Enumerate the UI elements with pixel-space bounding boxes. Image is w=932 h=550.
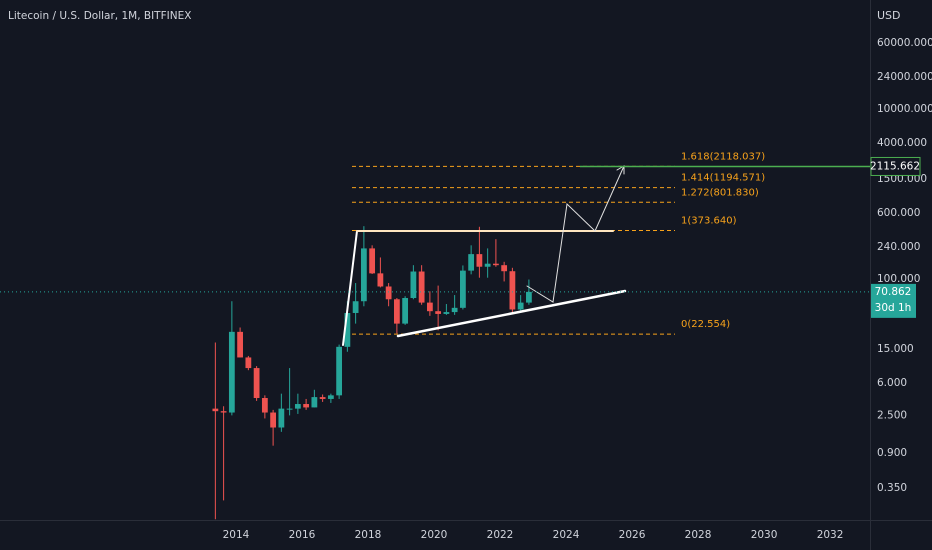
candle-body — [311, 397, 318, 408]
candle-body — [484, 263, 491, 267]
last-price-badge — [871, 283, 916, 318]
x-tick-label: 2026 — [619, 529, 646, 541]
y-tick-label: 1500.000 — [877, 173, 927, 185]
y-tick-label: 60000.000 — [877, 37, 932, 49]
price-axis — [870, 0, 932, 550]
y-tick-label: 10000.000 — [877, 103, 932, 115]
candle-body — [220, 411, 227, 413]
fib-label: 1(373.640) — [681, 215, 737, 226]
price-badges: 2115.662 70.862 30d 1h — [870, 156, 921, 318]
candle-body — [509, 271, 516, 310]
candle-body — [369, 248, 376, 274]
candle-body — [451, 307, 458, 313]
y-tick-label: 4000.000 — [877, 137, 927, 149]
candle-body — [360, 248, 367, 302]
candle-body — [385, 286, 392, 300]
x-tick-label: 2024 — [553, 529, 580, 541]
candle-body — [526, 291, 532, 303]
axis-labels: 60000.000 24000.000 10000.000 4000.000 1500.… — [223, 37, 932, 541]
candle-body — [352, 301, 359, 313]
candle-body — [517, 302, 524, 310]
x-tick-label: 2018 — [355, 529, 382, 541]
candle-body — [228, 331, 235, 413]
candle-body — [402, 298, 409, 324]
x-tick-label: 2032 — [817, 529, 844, 541]
last-price-label: 70.862 — [875, 286, 912, 298]
fib-levels: 1.618(2118.037) 1.414(1194.571) 1.272(801.… — [352, 151, 765, 335]
y-tick-label: 600.000 — [877, 207, 920, 219]
x-tick-label: 2030 — [751, 529, 778, 541]
candle-body — [426, 302, 433, 312]
candle-body — [476, 254, 483, 267]
y-tick-label: 100.000 — [877, 273, 920, 285]
currency-label: USD — [877, 9, 901, 22]
candle-body — [237, 331, 243, 358]
candle-body — [443, 312, 450, 314]
target-price-badge — [870, 156, 921, 176]
candle-body — [278, 408, 285, 428]
candle-body — [460, 270, 466, 308]
fib-label: 1.272(801.830) — [681, 187, 759, 198]
x-tick-label: 2016 — [289, 529, 316, 541]
trend-line — [342, 230, 358, 346]
candles — [212, 226, 532, 520]
chart-title: Litecoin / U.S. Dollar, 1M, BITFINEX — [8, 10, 191, 22]
candle-body — [253, 368, 260, 399]
candle-body — [319, 397, 326, 399]
candle-body — [212, 408, 219, 412]
candle-body — [270, 412, 277, 428]
candle-body — [493, 263, 499, 266]
support-line — [396, 289, 627, 338]
candle-body — [261, 398, 268, 413]
y-tick-label: 240.000 — [877, 241, 920, 253]
projection-path — [526, 165, 625, 303]
y-tick-label: 6.000 — [877, 377, 907, 389]
fib-label: 1.414(1194.571) — [681, 173, 765, 184]
x-tick-label: 2028 — [685, 529, 712, 541]
candle-body — [377, 273, 384, 287]
candle-body — [410, 271, 417, 299]
candle-body — [294, 404, 301, 409]
time-axis — [0, 520, 932, 550]
x-tick-label: 2014 — [223, 529, 250, 541]
candle-body — [245, 357, 252, 369]
candle-body — [418, 271, 425, 303]
x-tick-label: 2020 — [421, 529, 448, 541]
drawings — [342, 165, 627, 346]
candle-body — [344, 312, 351, 347]
y-tick-label: 24000.000 — [877, 71, 932, 83]
candle-body — [501, 265, 508, 272]
y-tick-label: 2.500 — [877, 409, 907, 421]
candle-body — [393, 299, 400, 324]
fib-label: 1.618(2118.037) — [681, 151, 765, 162]
target-price-label: 2115.662 — [870, 160, 920, 172]
candle-body — [327, 395, 334, 399]
x-tick-label: 2022 — [487, 529, 514, 541]
candle-body — [303, 404, 310, 408]
candle-body — [435, 311, 442, 314]
candle-body — [336, 346, 343, 396]
fib-label: 0(22.554) — [681, 319, 730, 330]
candle-body — [468, 254, 475, 271]
countdown-label: 30d 1h — [875, 302, 912, 314]
candle-body — [286, 408, 293, 410]
y-tick-label: 15.000 — [877, 343, 914, 355]
y-tick-label: 0.350 — [877, 482, 907, 494]
y-tick-label: 0.900 — [877, 447, 907, 459]
